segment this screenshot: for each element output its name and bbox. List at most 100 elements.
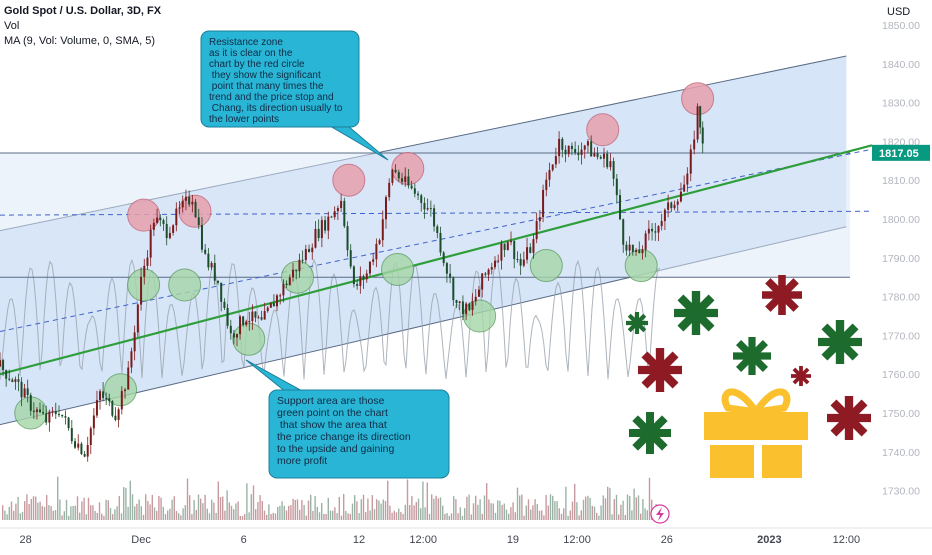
volume-bar [626, 494, 629, 520]
gift-bow-right [748, 388, 791, 417]
volume-bar [19, 513, 21, 520]
resistance-callout-text: Resistance zone as it is clear on the char… [209, 37, 343, 125]
candle-body [590, 141, 593, 157]
candle-body [471, 301, 474, 310]
volume-bar [138, 499, 140, 520]
candle-body [120, 391, 123, 410]
price-tick-label: 1850.00 [882, 20, 920, 32]
candle-body [404, 176, 407, 182]
volume-bar [332, 510, 334, 520]
candle-body [42, 412, 45, 414]
candle-body [324, 220, 327, 231]
volume-bar [576, 502, 578, 520]
resistance-callout-line: Resistance zone [209, 37, 283, 48]
decoration-layer: Resistance zone as it is clear on the char… [200, 30, 871, 479]
candle-body [580, 149, 583, 156]
candle-body [92, 415, 95, 429]
candle-body [143, 265, 146, 277]
candle-body [257, 317, 260, 319]
candle-body [586, 141, 589, 146]
candle-body [510, 240, 513, 243]
volume-bar [556, 501, 558, 520]
volume-bar [28, 503, 30, 520]
candle-body [516, 259, 519, 261]
volume-bar [587, 495, 589, 520]
candle-body [146, 257, 149, 266]
candle-body [229, 325, 232, 334]
candle-body [619, 195, 622, 220]
volume-bar [213, 502, 215, 520]
volume-bar [380, 503, 382, 520]
volume-bar [160, 497, 162, 520]
price-axis-bg [872, 0, 932, 550]
volume-bar [290, 505, 292, 520]
candle-body [635, 250, 638, 252]
candle-body [670, 202, 673, 209]
candle-body [615, 178, 618, 196]
volume-bar [233, 509, 235, 520]
candle-body [487, 269, 490, 275]
volume-bar [567, 515, 569, 520]
support-callout-line: that show the area that [277, 419, 387, 431]
time-tick-label: 6 [241, 534, 247, 546]
volume-bar [217, 481, 219, 520]
candle-body [45, 413, 48, 423]
candle-body [631, 244, 634, 252]
volume-bar [182, 508, 184, 520]
volume-bar [109, 508, 112, 520]
volume-bar [237, 501, 239, 520]
volume-bar [459, 507, 461, 520]
volume-bar [648, 477, 651, 520]
candle-body [191, 201, 194, 205]
candle-body [285, 283, 288, 286]
volume-bar [186, 478, 189, 520]
gift-box-left [710, 445, 754, 478]
gift-box-right [762, 445, 802, 478]
volume-bar [571, 501, 574, 520]
volume-bar [272, 512, 274, 520]
candle-body [673, 204, 676, 209]
volume-bar [13, 510, 15, 520]
candle-body [266, 307, 269, 312]
volume-bar [65, 499, 68, 520]
candle-body [254, 311, 257, 318]
volume-bar [387, 480, 389, 520]
volume-bar [74, 505, 76, 520]
volume-bar [197, 494, 200, 520]
candle-body [660, 221, 663, 227]
candle-body [175, 208, 178, 226]
volume-bar [299, 509, 301, 520]
volume-bar [261, 501, 263, 520]
candle-body [64, 416, 67, 418]
volume-bar [593, 506, 596, 520]
candle-body [95, 400, 98, 416]
volume-bar [424, 507, 426, 520]
volume-bar [413, 505, 415, 520]
candle-layer [0, 103, 704, 462]
candle-body [647, 228, 650, 234]
volume-bar [327, 497, 329, 520]
volume-bar [345, 511, 347, 520]
time-tick-label: 12:00 [409, 534, 437, 546]
volume-bar [624, 514, 626, 520]
volume-bar [596, 512, 598, 520]
time-axis: 28 Dec 6 12 12:00 19 12:00 26 2023 12:00 [0, 504, 932, 550]
candle-body [124, 389, 127, 392]
volume-bar [46, 494, 48, 520]
candle-body [272, 303, 275, 307]
volume-bar [228, 502, 230, 520]
volume-bar [136, 503, 138, 520]
candle-body [17, 379, 20, 382]
volume-bar [486, 483, 488, 520]
volume-bar [615, 494, 618, 520]
price-tick-label: 1790.00 [882, 253, 920, 265]
volume-bar [263, 510, 266, 520]
volume-bar [519, 495, 521, 520]
candle-body [388, 182, 391, 198]
volume-bar [360, 499, 362, 520]
volume-bar [103, 515, 105, 520]
volume-bar [310, 494, 312, 520]
candle-body [235, 334, 238, 338]
volume-bar [255, 509, 257, 520]
